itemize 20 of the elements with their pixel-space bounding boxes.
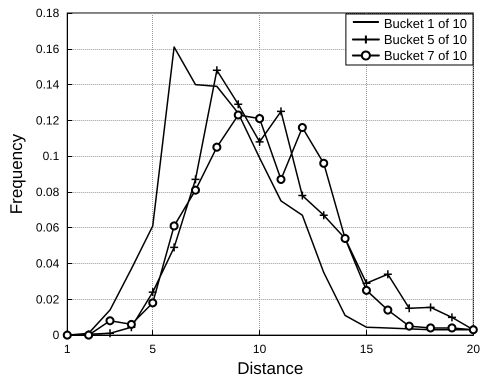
legend-label: Bucket 1 of 10 bbox=[384, 16, 468, 31]
x-tick-label: 10 bbox=[252, 342, 267, 356]
y-tick-label: 0.12 bbox=[36, 113, 60, 128]
y-tick-label: 0.08 bbox=[36, 184, 60, 199]
y-tick-label: 0 bbox=[52, 328, 60, 342]
y-axis-title: Frequency bbox=[7, 133, 26, 214]
y-tick-label: 0.06 bbox=[36, 220, 60, 235]
legend-label: Bucket 7 of 10 bbox=[384, 48, 468, 63]
y-tick-label: 0.18 bbox=[36, 6, 60, 20]
y-tick-label: 0.1 bbox=[42, 149, 60, 164]
x-tick-label: 20 bbox=[466, 342, 480, 356]
x-tick-label: 5 bbox=[149, 342, 156, 356]
x-tick-label: 1 bbox=[64, 342, 71, 356]
y-tick-label: 0.04 bbox=[36, 256, 60, 271]
x-tick-label: 15 bbox=[360, 342, 374, 356]
x-axis-title: Distance bbox=[237, 359, 304, 378]
legend-label: Bucket 5 of 10 bbox=[384, 32, 468, 47]
y-tick-label: 0.16 bbox=[36, 42, 60, 56]
y-tick-label: 0.02 bbox=[36, 292, 60, 306]
y-tick-label: 0.14 bbox=[36, 78, 60, 92]
